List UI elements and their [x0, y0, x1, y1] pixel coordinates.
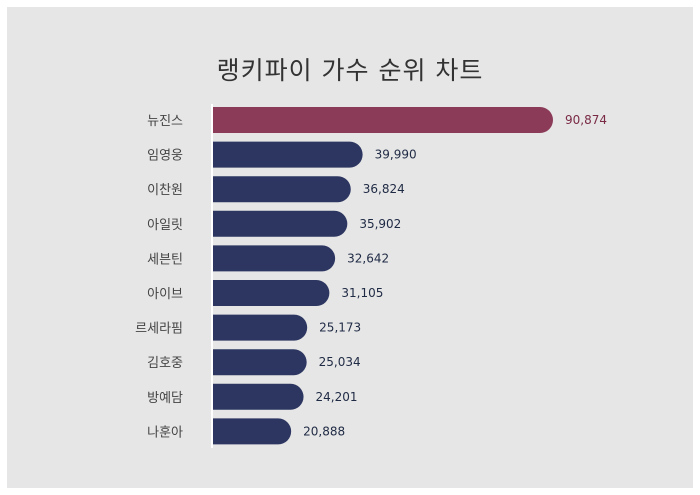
bar — [213, 314, 308, 341]
category-label: 뉴진스 — [147, 114, 183, 129]
bar — [213, 210, 348, 237]
value-label: 35,902 — [359, 217, 401, 231]
value-label: 25,034 — [319, 355, 361, 369]
bar — [213, 176, 351, 203]
bar — [213, 418, 292, 445]
category-label: 세븐틴 — [147, 252, 183, 267]
category-label: 르세라핌 — [135, 322, 183, 337]
category-label: 아일릿 — [147, 218, 183, 233]
bar — [213, 280, 330, 306]
category-label: 아이브 — [147, 287, 183, 302]
bar — [213, 383, 304, 410]
value-label: 90,874 — [565, 113, 607, 127]
chart-title: 랭키파이 가수 순위 차트 — [216, 56, 484, 85]
category-label: 이찬원 — [147, 183, 183, 198]
value-label: 24,201 — [316, 390, 358, 404]
value-label: 31,105 — [341, 286, 383, 300]
category-label: 나훈아 — [147, 425, 183, 440]
value-label: 36,824 — [363, 182, 405, 196]
value-label: 32,642 — [347, 251, 389, 265]
bar — [213, 349, 307, 376]
category-label: 방예담 — [147, 391, 183, 406]
chart-panel: 랭키파이 가수 순위 차트 — [7, 7, 693, 488]
value-label: 25,173 — [319, 321, 361, 335]
bar — [213, 141, 363, 168]
bar — [213, 245, 336, 272]
value-label: 39,990 — [375, 148, 417, 162]
category-label: 임영웅 — [147, 149, 183, 164]
bar — [213, 107, 553, 133]
value-label: 20,888 — [303, 424, 345, 438]
category-label: 김호중 — [147, 356, 183, 371]
